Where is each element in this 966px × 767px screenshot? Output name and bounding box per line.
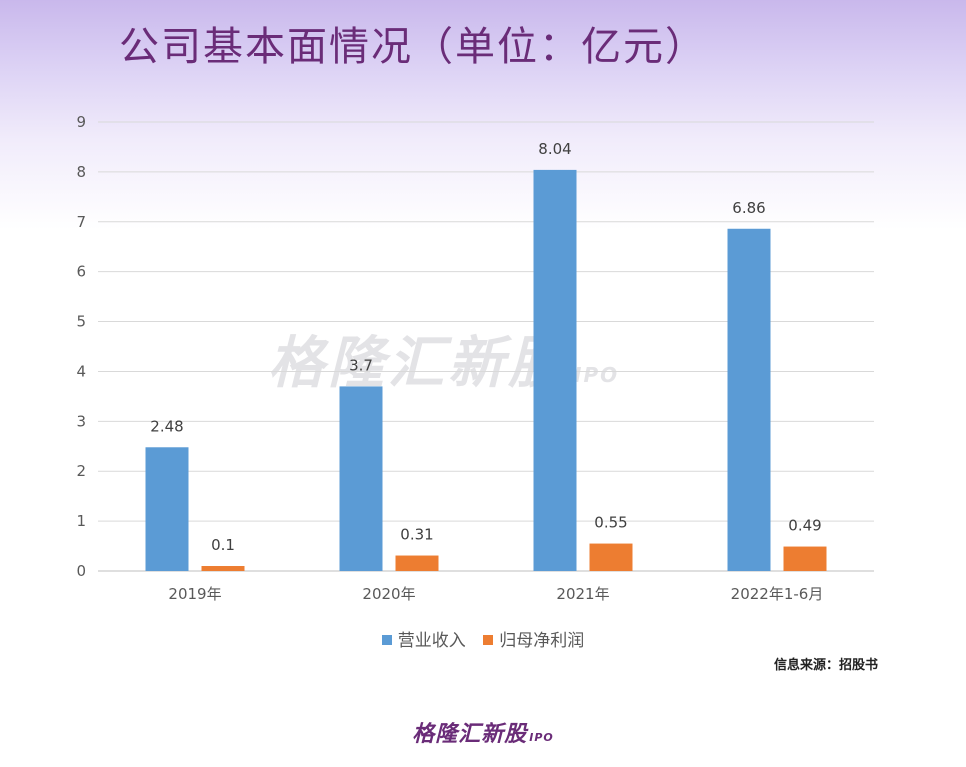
y-tick-label: 6 (76, 263, 86, 281)
bar-revenue (727, 228, 771, 572)
y-tick-label: 1 (76, 512, 86, 530)
brand-logo-ipo: IPO (529, 731, 554, 744)
bar-revenue (533, 169, 577, 572)
data-label: 3.7 (349, 356, 373, 374)
y-tick-label: 3 (76, 412, 86, 430)
y-tick-label: 2 (76, 462, 86, 480)
y-tick-label: 0 (76, 562, 86, 580)
watermark-text: 格隆汇新股 (268, 331, 568, 396)
legend-label-net-profit: 归母净利润 (499, 631, 585, 651)
y-tick-label: 5 (76, 313, 86, 331)
data-label: 0.31 (400, 526, 433, 544)
data-label: 8.04 (538, 140, 571, 158)
y-tick-label: 9 (76, 113, 86, 131)
legend: 营业收入 归母净利润 (0, 626, 966, 651)
data-label: 0.1 (211, 536, 235, 554)
y-tick-label: 7 (76, 213, 86, 231)
watermark-ipo: IPO (574, 363, 620, 387)
bar-revenue (145, 447, 189, 571)
legend-item-revenue: 营业收入 (381, 626, 466, 651)
legend-label-revenue: 营业收入 (397, 631, 466, 651)
bar-net-profit (783, 546, 827, 571)
watermark: 格隆汇新股 IPO (268, 318, 619, 399)
x-tick-label: 2021年 (556, 585, 609, 603)
bar-net-profit (201, 566, 245, 571)
data-label: 2.48 (150, 417, 183, 435)
legend-swatch-net-profit (483, 635, 494, 645)
legend-swatch-revenue (381, 635, 392, 645)
brand-logo: 格隆汇新股 IPO (0, 716, 966, 748)
y-tick-label: 8 (76, 163, 86, 181)
data-label: 0.49 (788, 517, 821, 535)
legend-item-net-profit: 归母净利润 (483, 626, 584, 651)
y-tick-label: 4 (76, 362, 86, 380)
bar-revenue (339, 386, 383, 571)
bar-net-profit (395, 555, 439, 571)
x-tick-label: 2020年 (362, 585, 415, 603)
brand-logo-text: 格隆汇新股 (412, 722, 528, 747)
chart-title: 公司基本面情况（单位：亿元） (119, 24, 707, 70)
bar-net-profit (589, 543, 633, 571)
source-note: 信息来源：招股书 (773, 658, 878, 673)
x-tick-label: 2022年1-6月 (731, 585, 824, 603)
data-label: 0.55 (594, 514, 627, 532)
x-tick-label: 2019年 (168, 585, 221, 603)
data-label: 6.86 (732, 199, 765, 217)
